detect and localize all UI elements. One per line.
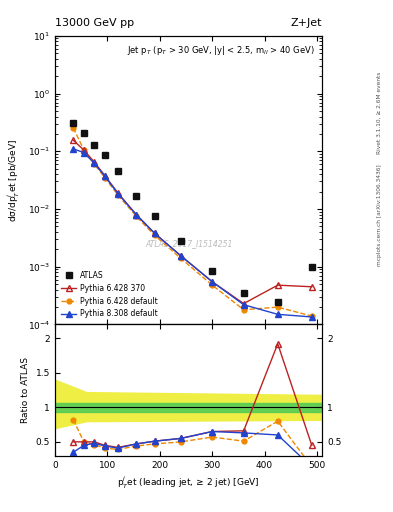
Legend: ATLAS, Pythia 6.428 370, Pythia 6.428 default, Pythia 8.308 default: ATLAS, Pythia 6.428 370, Pythia 6.428 de… bbox=[59, 269, 160, 321]
Text: mcplots.cern.ch [arXiv:1306.3436]: mcplots.cern.ch [arXiv:1306.3436] bbox=[377, 164, 382, 266]
Text: ATLAS_2017_I1514251: ATLAS_2017_I1514251 bbox=[145, 239, 232, 248]
Y-axis label: Ratio to ATLAS: Ratio to ATLAS bbox=[21, 357, 30, 423]
Text: Rivet 3.1.10, ≥ 2.6M events: Rivet 3.1.10, ≥ 2.6M events bbox=[377, 72, 382, 154]
Text: Z+Jet: Z+Jet bbox=[291, 18, 322, 28]
Y-axis label: dσ/dp$_T^j$et [pb/GeV]: dσ/dp$_T^j$et [pb/GeV] bbox=[6, 138, 22, 222]
Text: Jet p$_T$ (p$_T$ > 30 GeV, |y| < 2.5, m$_{ll}$ > 40 GeV): Jet p$_T$ (p$_T$ > 30 GeV, |y| < 2.5, m$… bbox=[127, 45, 314, 57]
X-axis label: p$_T^j$et (leading jet, ≥ 2 jet) [GeV]: p$_T^j$et (leading jet, ≥ 2 jet) [GeV] bbox=[118, 475, 260, 492]
Text: 13000 GeV pp: 13000 GeV pp bbox=[55, 18, 134, 28]
